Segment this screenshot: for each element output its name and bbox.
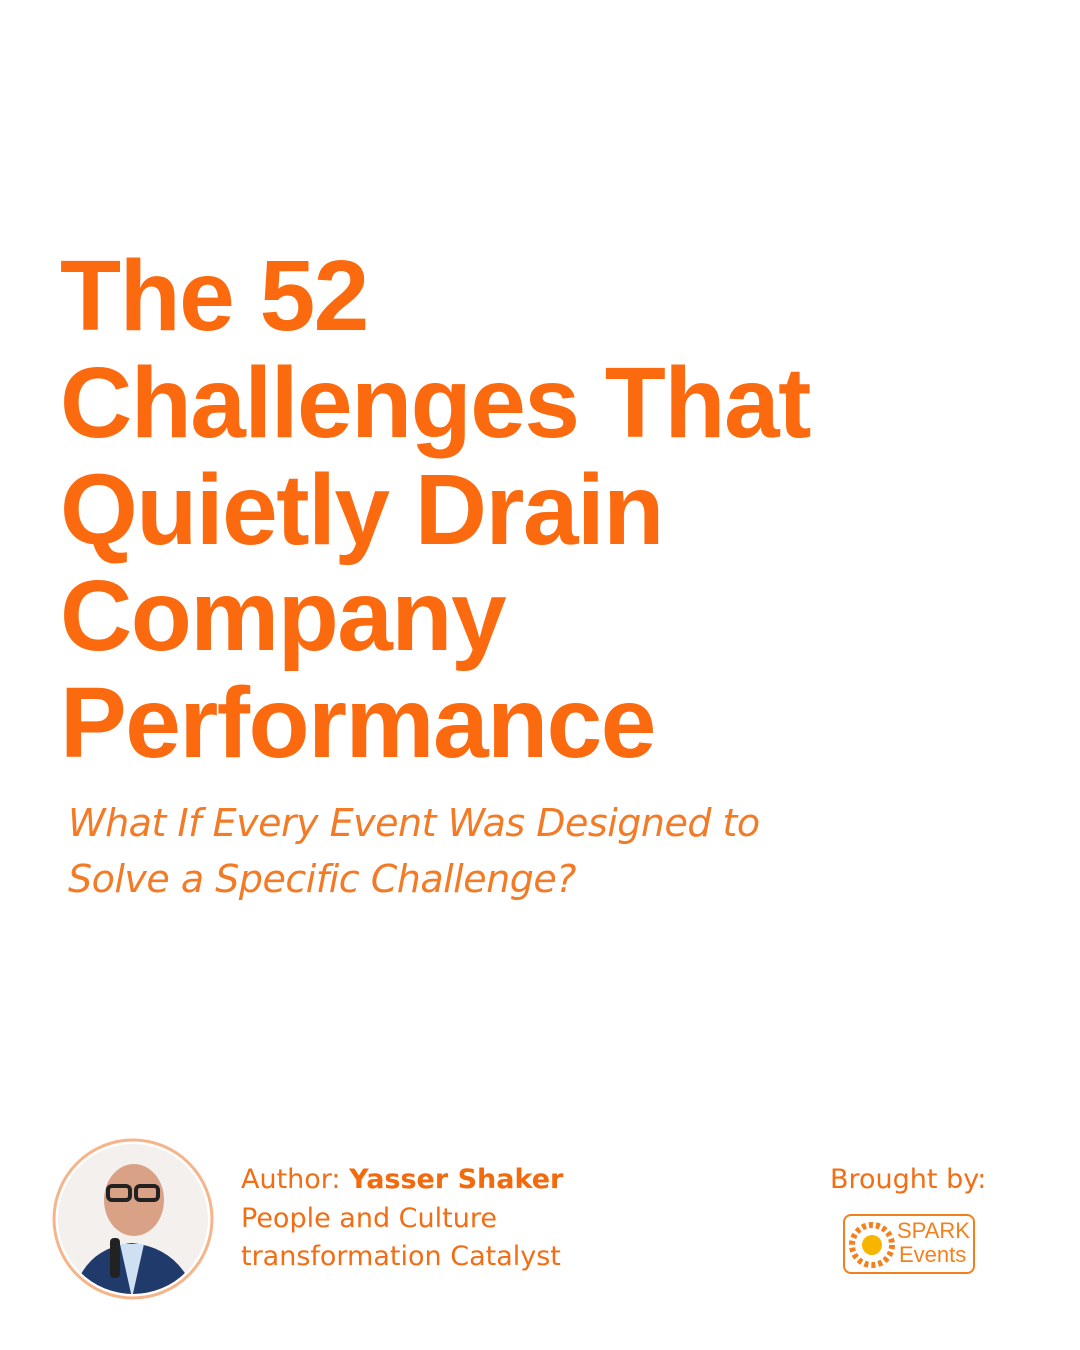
author-label: Author: <box>241 1164 341 1195</box>
author-line: Author: Yasser Shaker <box>241 1166 563 1193</box>
author-name: Yasser Shaker <box>349 1164 564 1195</box>
title-line: The 52 <box>60 240 369 352</box>
author-photo <box>52 1138 214 1300</box>
subtitle-line: What If Every Event Was Designed to <box>68 801 760 845</box>
title-line: Challenges That <box>60 347 811 459</box>
logo-text: Events <box>899 1242 967 1267</box>
title-line: Quietly Drain <box>60 454 664 566</box>
author-role: transformation Catalyst <box>241 1241 561 1272</box>
subtitle-line: Solve a Specific Challenge? <box>68 857 576 901</box>
author-role: People and Culture <box>241 1203 497 1234</box>
sponsor-label: Brought by: <box>830 1164 987 1195</box>
logo-text: SPARK <box>897 1218 970 1243</box>
title-line: Company <box>60 560 507 672</box>
title-line: Performance <box>60 667 656 779</box>
sponsor-logo: SPARK Events <box>843 1214 975 1274</box>
logo-icon <box>849 1222 895 1268</box>
